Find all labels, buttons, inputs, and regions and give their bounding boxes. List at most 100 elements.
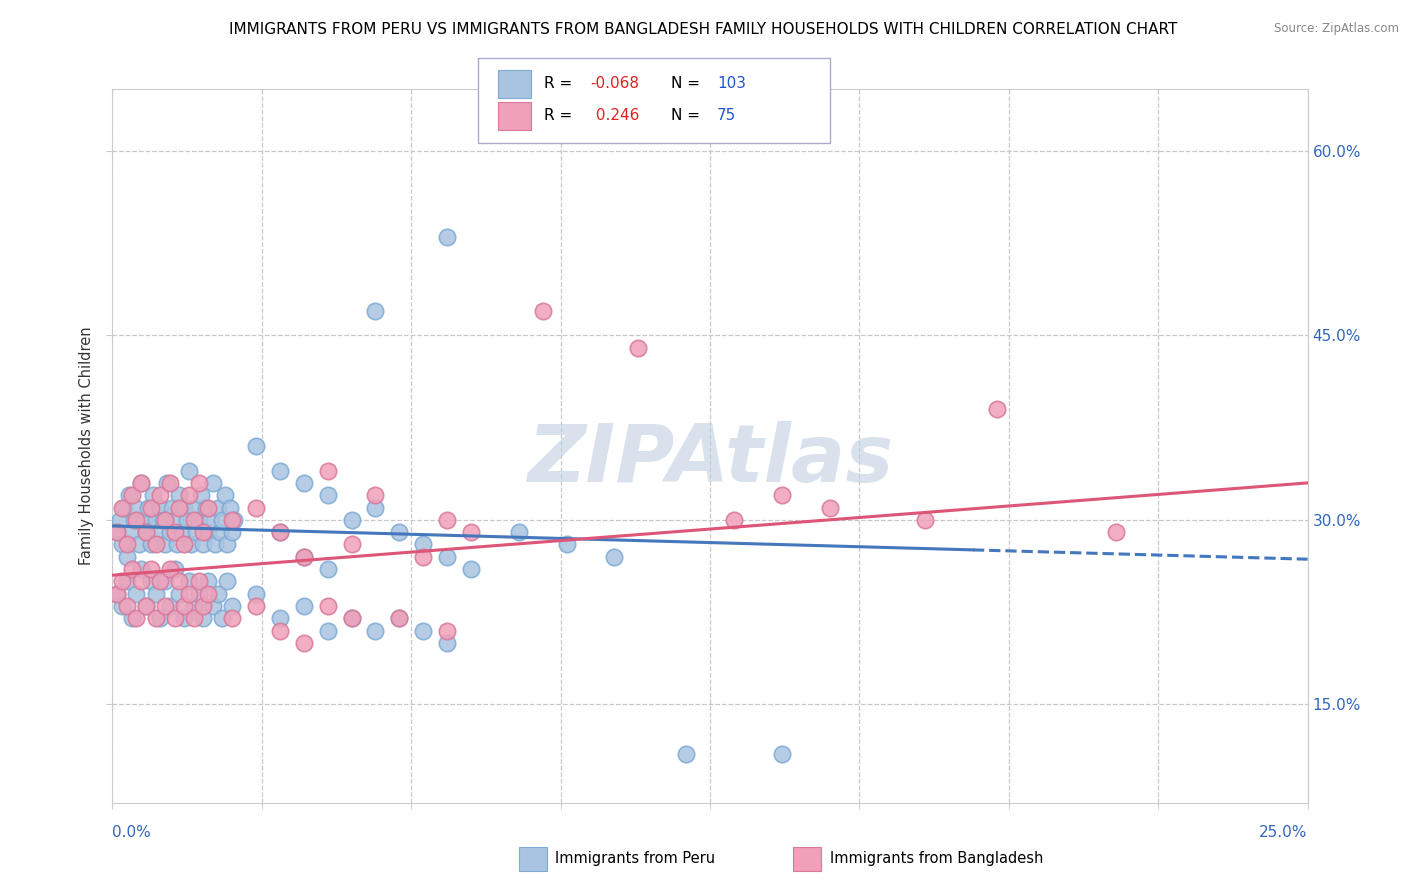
Point xyxy=(187,513,209,527)
Point xyxy=(436,549,458,564)
Point xyxy=(173,611,195,625)
Point xyxy=(121,562,143,576)
Point xyxy=(436,513,458,527)
Point xyxy=(149,500,172,515)
Point xyxy=(770,488,793,502)
Point xyxy=(292,549,315,564)
Point xyxy=(129,562,152,576)
Point xyxy=(193,611,215,625)
Point xyxy=(156,475,179,490)
Point xyxy=(200,513,222,527)
Point xyxy=(125,500,148,515)
Point xyxy=(211,611,233,625)
Point xyxy=(197,500,219,515)
Point xyxy=(163,525,186,540)
Point xyxy=(122,513,145,527)
Point xyxy=(145,611,167,625)
Point xyxy=(292,549,315,564)
Point xyxy=(159,562,181,576)
Point xyxy=(111,537,134,551)
Text: IMMIGRANTS FROM PERU VS IMMIGRANTS FROM BANGLADESH FAMILY HOUSEHOLDS WITH CHILDR: IMMIGRANTS FROM PERU VS IMMIGRANTS FROM … xyxy=(229,22,1177,37)
Point xyxy=(214,488,236,502)
Point xyxy=(193,599,215,613)
Point xyxy=(187,587,209,601)
Point xyxy=(316,562,339,576)
Point xyxy=(364,303,387,318)
Point xyxy=(135,525,157,540)
Y-axis label: Family Households with Children: Family Households with Children xyxy=(79,326,94,566)
Point xyxy=(436,230,458,244)
Point xyxy=(245,599,267,613)
Point xyxy=(159,475,181,490)
Point xyxy=(388,525,411,540)
Point xyxy=(153,537,176,551)
Point xyxy=(163,611,186,625)
Point xyxy=(142,488,165,502)
Point xyxy=(146,525,169,540)
Point xyxy=(135,599,157,613)
Point xyxy=(129,574,152,589)
Point xyxy=(675,747,697,761)
Point xyxy=(193,525,215,540)
Point xyxy=(221,599,243,613)
Point xyxy=(388,611,411,625)
Point xyxy=(245,439,267,453)
Point xyxy=(412,624,434,638)
Point xyxy=(183,599,205,613)
Point xyxy=(224,513,246,527)
Text: -0.068: -0.068 xyxy=(591,77,640,91)
Point xyxy=(173,500,195,515)
Point xyxy=(436,636,458,650)
Point xyxy=(818,500,841,515)
Point xyxy=(316,464,339,478)
Text: R =: R = xyxy=(544,77,572,91)
Point xyxy=(125,611,148,625)
Text: 25.0%: 25.0% xyxy=(1260,825,1308,840)
Point xyxy=(183,513,205,527)
Point xyxy=(197,574,219,589)
Point xyxy=(169,488,191,502)
Point xyxy=(115,574,138,589)
Point xyxy=(183,611,205,625)
Point xyxy=(340,611,363,625)
Point xyxy=(986,402,1008,417)
Point xyxy=(145,513,167,527)
Point xyxy=(217,574,239,589)
Point xyxy=(364,624,387,638)
Point xyxy=(177,587,200,601)
Point xyxy=(388,611,411,625)
Point xyxy=(603,549,626,564)
Point xyxy=(149,488,172,502)
Point xyxy=(145,537,167,551)
Point xyxy=(145,587,167,601)
Point xyxy=(118,488,141,502)
Point xyxy=(197,587,219,601)
Point xyxy=(169,500,191,515)
Point xyxy=(508,525,530,540)
Point xyxy=(125,513,148,527)
Point xyxy=(115,537,138,551)
Point xyxy=(111,599,134,613)
Point xyxy=(201,599,224,613)
Point xyxy=(166,537,188,551)
Point xyxy=(1105,525,1128,540)
Point xyxy=(105,587,128,601)
Point xyxy=(139,574,162,589)
Point xyxy=(153,574,176,589)
Point xyxy=(115,599,138,613)
Point xyxy=(139,537,162,551)
Point xyxy=(125,587,148,601)
Point xyxy=(129,475,152,490)
Point xyxy=(105,587,128,601)
Text: N =: N = xyxy=(671,77,700,91)
Point xyxy=(186,525,208,540)
Point xyxy=(105,525,128,540)
Point xyxy=(207,500,229,515)
Point xyxy=(269,611,291,625)
Point xyxy=(340,611,363,625)
Point xyxy=(340,537,363,551)
Point xyxy=(129,475,152,490)
Point xyxy=(176,513,198,527)
Point xyxy=(460,525,482,540)
Point xyxy=(177,464,200,478)
